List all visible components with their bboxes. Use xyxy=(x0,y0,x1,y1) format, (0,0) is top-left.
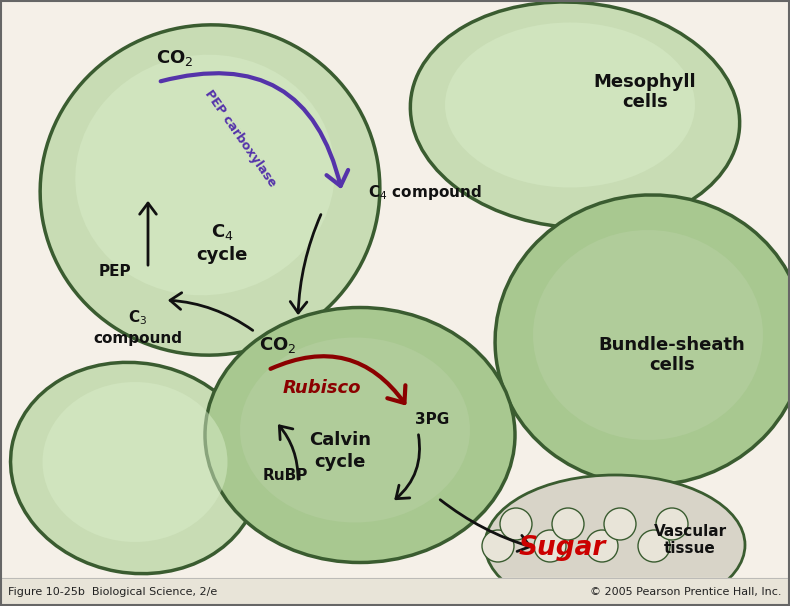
Text: C$_4$ compound: C$_4$ compound xyxy=(368,182,482,202)
Circle shape xyxy=(482,530,514,562)
Text: C$_4$: C$_4$ xyxy=(211,222,233,242)
Circle shape xyxy=(656,508,688,540)
Ellipse shape xyxy=(205,307,515,562)
Text: Vascular
tissue: Vascular tissue xyxy=(653,524,727,556)
Text: Figure 10-25b  Biological Science, 2/e: Figure 10-25b Biological Science, 2/e xyxy=(8,587,217,597)
FancyArrowPatch shape xyxy=(140,203,156,265)
Circle shape xyxy=(638,530,670,562)
FancyArrowPatch shape xyxy=(290,215,321,313)
Text: PEP carboxylase: PEP carboxylase xyxy=(201,87,278,189)
Text: compound: compound xyxy=(93,330,182,345)
Ellipse shape xyxy=(40,25,380,355)
Circle shape xyxy=(586,530,618,562)
Ellipse shape xyxy=(445,22,695,187)
FancyArrowPatch shape xyxy=(396,435,419,499)
Text: C$_3$: C$_3$ xyxy=(129,308,148,327)
Ellipse shape xyxy=(533,230,763,440)
Text: © 2005 Pearson Prentice Hall, Inc.: © 2005 Pearson Prentice Hall, Inc. xyxy=(590,587,782,597)
FancyArrowPatch shape xyxy=(280,426,298,479)
Circle shape xyxy=(604,508,636,540)
FancyArrowPatch shape xyxy=(270,356,405,403)
Text: CO$_2$: CO$_2$ xyxy=(259,335,297,355)
Circle shape xyxy=(500,508,532,540)
Circle shape xyxy=(552,508,584,540)
Text: Sugar: Sugar xyxy=(518,535,606,561)
Ellipse shape xyxy=(43,382,228,542)
Ellipse shape xyxy=(485,475,745,606)
Text: RuBP: RuBP xyxy=(262,467,307,482)
Text: CO$_2$: CO$_2$ xyxy=(156,48,194,68)
Ellipse shape xyxy=(10,362,259,574)
Bar xyxy=(0,578,790,606)
Text: cycle: cycle xyxy=(314,453,366,471)
Ellipse shape xyxy=(410,2,739,228)
Text: 3PG: 3PG xyxy=(415,413,450,427)
Ellipse shape xyxy=(75,55,335,295)
FancyArrowPatch shape xyxy=(160,73,348,186)
Text: Rubisco: Rubisco xyxy=(283,379,361,397)
FancyArrowPatch shape xyxy=(440,500,530,551)
Circle shape xyxy=(534,530,566,562)
Text: Bundle-sheath
cells: Bundle-sheath cells xyxy=(599,336,746,375)
Ellipse shape xyxy=(240,338,470,522)
Text: Mesophyll
cells: Mesophyll cells xyxy=(594,73,696,112)
Text: PEP: PEP xyxy=(99,264,131,279)
FancyArrowPatch shape xyxy=(170,293,253,330)
Text: cycle: cycle xyxy=(196,246,248,264)
Text: Calvin: Calvin xyxy=(309,431,371,449)
Ellipse shape xyxy=(495,195,790,485)
